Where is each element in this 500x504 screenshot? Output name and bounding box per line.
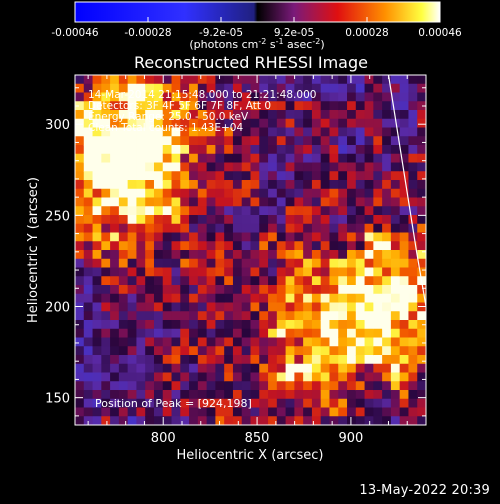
x-tick-label: 850 (245, 431, 270, 446)
heatmap-image (75, 75, 426, 425)
colorbar-ticks: -0.00046 -0.00028 -9.2e-05 9.2e-05 0.00028 0.… (51, 1, 462, 39)
colorbar-unit-label: (photons cm-2 s-1 asec-2) (189, 37, 324, 51)
annotation-time: 14-Mar-2014 21:15:48.000 to 21:21:48.000 (88, 89, 316, 101)
colorbar-tick-label: 9.2e-05 (274, 27, 314, 39)
info-annotations: 14-Mar-2014 21:15:48.000 to 21:21:48.000… (88, 89, 316, 134)
colorbar-tick-label: -0.00028 (124, 27, 171, 39)
x-tick-label: 900 (339, 431, 364, 446)
axis-ticks: 800 850 900 150 200 250 300 (45, 75, 427, 446)
x-axis-label: Heliocentric X (arcsec) (177, 448, 324, 463)
y-tick-label: 300 (45, 118, 70, 133)
colorbar-tick-label: -0.00046 (51, 27, 99, 39)
x-tick-label: 800 (151, 431, 176, 446)
annotation-detectors: Detectors: 3F 4F 5F 6F 7F 8F, Att 0 (88, 100, 271, 112)
plot-frame (74, 74, 427, 426)
y-tick-label: 150 (45, 392, 70, 407)
colorbar-tick-label: -9.2e-05 (199, 27, 243, 39)
colorbar (75, 2, 440, 22)
colorbar-tick-label: 0.00046 (418, 27, 462, 39)
footer-date: 13-May-2022 20:39 (359, 483, 490, 498)
colorbar-tick-label: 0.00028 (345, 27, 388, 39)
peak-position-label: Position of Peak = [924,198] (95, 397, 252, 410)
y-tick-label: 200 (45, 301, 70, 316)
chart-title: Reconstructed RHESSI Image (134, 53, 368, 72)
y-tick-label: 250 (45, 209, 70, 224)
y-axis-label: Heliocentric Y (arcsec) (26, 177, 41, 323)
annotation-energy: Energy Range: 25.0 - 50.0 keV (88, 111, 249, 123)
annotation-clean: Clean Total counts: 1.43E+04 (88, 122, 243, 134)
